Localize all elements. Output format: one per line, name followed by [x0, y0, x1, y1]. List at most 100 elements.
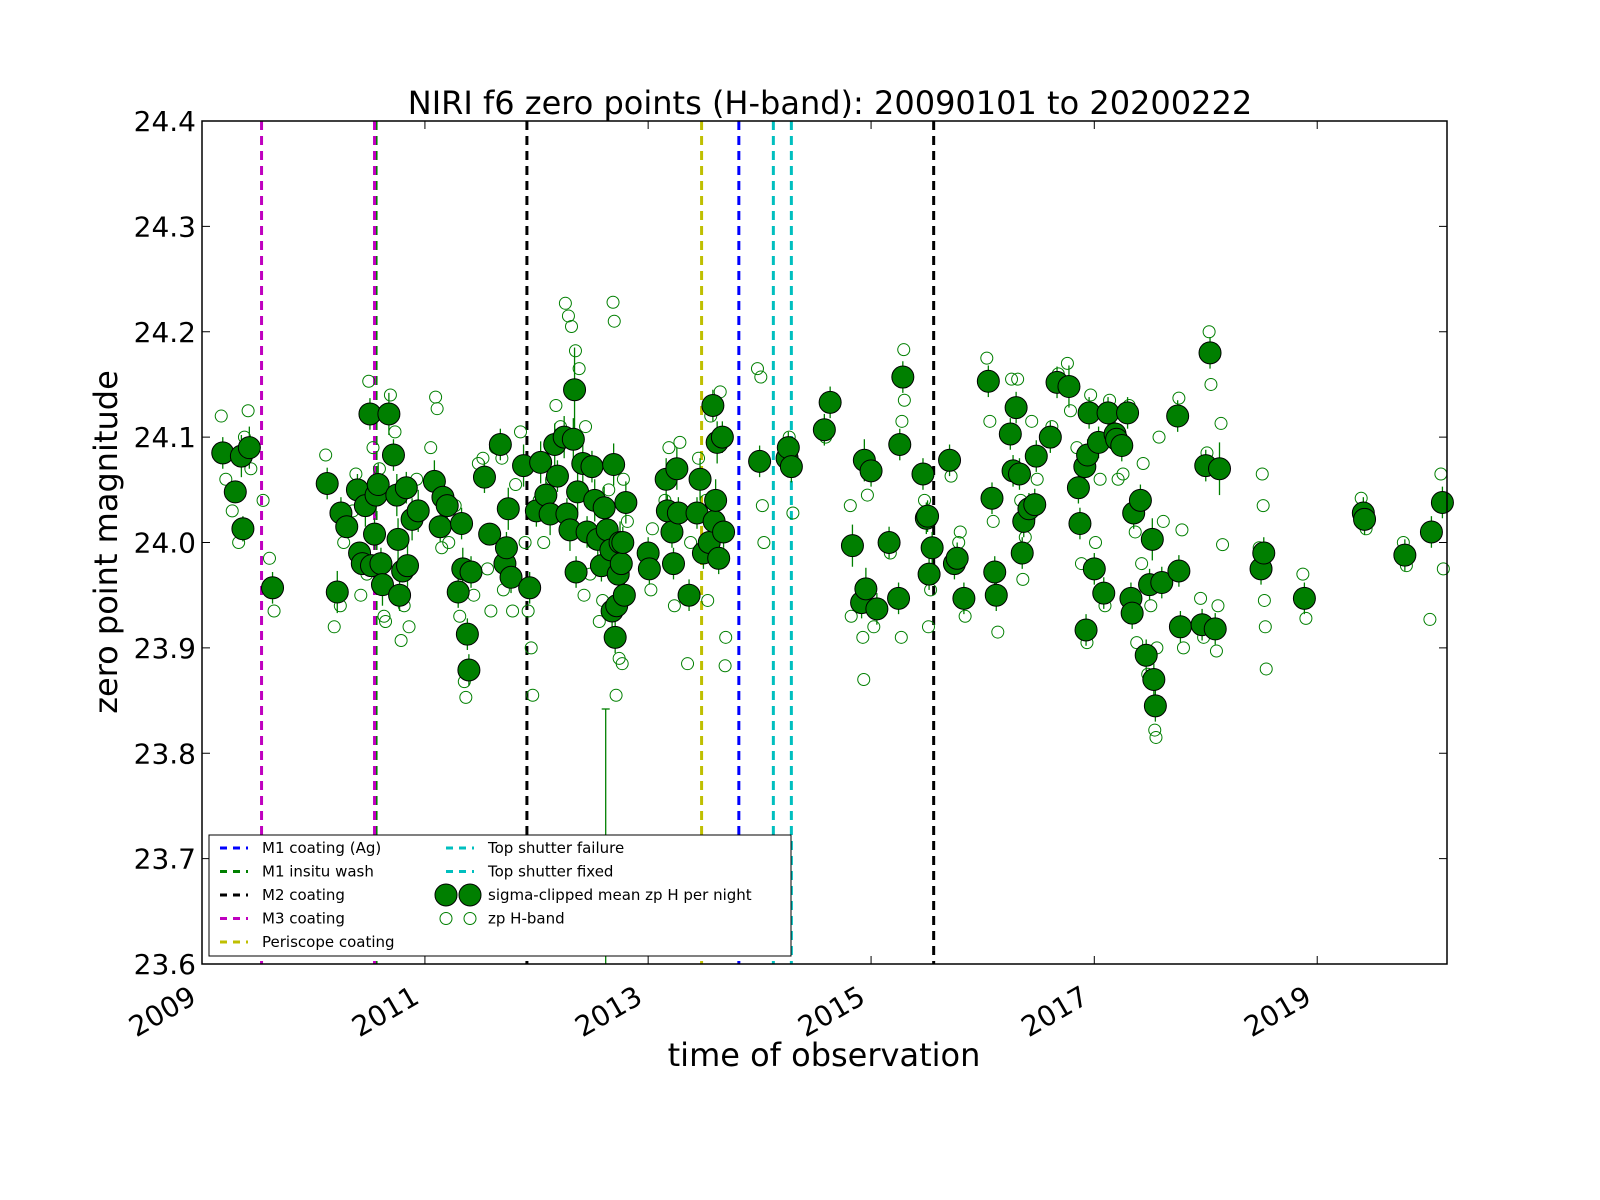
- mean-point: [335, 515, 359, 539]
- zp-point: [442, 536, 456, 549]
- mean-point: [704, 488, 728, 512]
- mean-point: [748, 449, 772, 473]
- legend-label: Top shutter fixed: [487, 863, 613, 881]
- mean-point: [665, 457, 689, 481]
- legend: M1 coating (Ag) M1 insitu wash M2 coating M…: [208, 834, 792, 957]
- mean-point: [459, 560, 483, 584]
- zp-point: [1148, 723, 1162, 737]
- mean-point: [545, 464, 569, 488]
- mean-point: [1074, 618, 1098, 642]
- mean-point: [1419, 520, 1443, 544]
- zp-point: [1084, 388, 1098, 402]
- mean-point: [891, 365, 915, 389]
- y-tick-label: 24.3: [134, 210, 196, 243]
- zp-point: [225, 504, 239, 518]
- mean-point: [231, 517, 255, 541]
- zp-point: [572, 362, 586, 376]
- y-axis: 23.6 23.7 23.8 23.9 24.0 24.1 24.2 24.3 24.4: [134, 105, 1447, 981]
- zp-point: [894, 630, 908, 644]
- zp-point: [506, 604, 520, 618]
- zp-point: [944, 469, 958, 483]
- mean-point: [1393, 543, 1417, 567]
- zp-point: [509, 478, 523, 492]
- mean-point: [983, 560, 1007, 584]
- zp-point: [867, 620, 881, 634]
- zp-point: [429, 390, 443, 404]
- mean-point: [563, 378, 587, 402]
- zp-point: [857, 672, 871, 686]
- zp-point: [1011, 372, 1025, 386]
- mean-point: [1142, 667, 1166, 691]
- zp-point: [986, 514, 1000, 528]
- zp-point: [843, 499, 857, 513]
- mean-point: [564, 560, 588, 584]
- zp-point: [1257, 593, 1271, 607]
- zp-point: [1214, 416, 1228, 430]
- mean-point: [455, 622, 479, 646]
- zp-point: [953, 525, 967, 539]
- legend-label: M2 coating: [262, 886, 345, 904]
- zp-point: [1296, 567, 1310, 581]
- mean-point: [406, 499, 430, 523]
- legend-label: Periscope coating: [262, 933, 395, 951]
- zp-point: [856, 630, 870, 644]
- mean-point: [1092, 581, 1116, 605]
- mean-point: [396, 554, 420, 578]
- zp-point: [564, 319, 578, 333]
- mean-point: [710, 425, 734, 449]
- zp-point: [895, 414, 909, 428]
- x-tick-label: 2011: [346, 979, 424, 1043]
- mean-point: [478, 522, 502, 546]
- zp-point: [645, 522, 659, 536]
- zp-point: [526, 688, 540, 702]
- zp-point: [1209, 644, 1223, 658]
- zp-point: [383, 388, 397, 402]
- mean-point: [1167, 559, 1191, 583]
- zp-point: [459, 690, 473, 704]
- mean-point: [369, 552, 393, 576]
- y-axis-label: zero point magnitude: [87, 370, 125, 714]
- zp-points: [214, 295, 1450, 744]
- mean-point: [592, 496, 616, 520]
- mean-point: [779, 455, 803, 479]
- zp-point: [402, 620, 416, 634]
- mean-point: [865, 597, 889, 621]
- mean-point: [609, 552, 633, 576]
- mean-point: [812, 418, 836, 442]
- zp-point: [952, 536, 966, 549]
- mean-point: [1143, 694, 1167, 718]
- mean-point: [381, 443, 405, 467]
- mean-point: [261, 576, 285, 600]
- zp-point: [1089, 536, 1103, 549]
- zp-point: [921, 620, 935, 634]
- mean-point: [450, 512, 474, 536]
- mean-point: [561, 427, 585, 451]
- legend-label: M1 insitu wash: [262, 863, 374, 881]
- zp-point: [1111, 472, 1125, 486]
- zp-point: [521, 604, 535, 618]
- x-tick-label: 2013: [569, 979, 647, 1043]
- mean-point: [877, 531, 901, 554]
- legend-label: M1 coating (Ag): [262, 839, 381, 857]
- mean-point: [707, 546, 731, 570]
- zp-point: [1259, 662, 1273, 676]
- zp-point: [897, 343, 911, 357]
- mean-point: [952, 586, 976, 610]
- zp-point: [1423, 612, 1437, 626]
- zp-point: [256, 493, 270, 507]
- mean-point: [1292, 586, 1316, 610]
- zp-point: [918, 493, 932, 507]
- mean-point: [386, 527, 410, 551]
- mean-point: [976, 369, 1000, 393]
- zp-point: [362, 374, 376, 388]
- mean-point: [496, 497, 520, 521]
- x-tick-label: 2015: [792, 979, 870, 1043]
- zp-point: [1025, 414, 1039, 428]
- mean-point: [984, 583, 1008, 607]
- zp-point: [644, 583, 658, 597]
- zp-point: [1176, 641, 1190, 655]
- zp-point: [262, 551, 276, 565]
- mean-point: [1116, 401, 1140, 425]
- zp-point: [476, 451, 490, 465]
- mean-point: [1150, 571, 1174, 595]
